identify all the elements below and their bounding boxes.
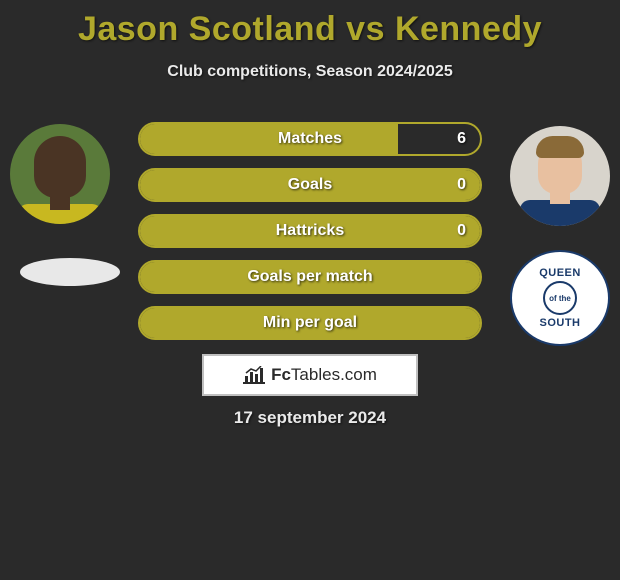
date-text: 17 september 2024 [0,408,620,428]
stat-value: 0 [457,216,466,246]
club-badge-left [20,258,120,286]
club-right-inner-badge: of the [543,281,577,315]
stat-row: Goals0 [138,168,482,202]
club-right-top-text: QUEEN [539,267,581,279]
club-badge-right: QUEEN of the SOUTH [510,250,610,346]
stat-fill [140,262,480,292]
player-avatar-left [10,124,110,224]
stat-value: 0 [457,170,466,200]
stats-chart: Matches6 Goals0 Hattricks0 Goals per match M… [138,122,482,352]
brand-box[interactable]: FcTables.com [202,354,418,396]
stat-row: Matches6 [138,122,482,156]
chart-icon [243,366,265,384]
stat-fill [140,216,480,246]
brand-text: FcTables.com [271,365,377,385]
stat-row: Min per goal [138,306,482,340]
stat-fill [140,308,480,338]
player-avatar-right [510,126,610,226]
stat-fill [140,170,480,200]
stat-row: Hattricks0 [138,214,482,248]
stat-fill [140,124,398,154]
stat-row: Goals per match [138,260,482,294]
club-right-bottom-text: SOUTH [540,317,581,329]
page-title: Jason Scotland vs Kennedy [0,0,620,49]
subtitle: Club competitions, Season 2024/2025 [0,63,620,81]
stat-value: 6 [457,124,466,154]
